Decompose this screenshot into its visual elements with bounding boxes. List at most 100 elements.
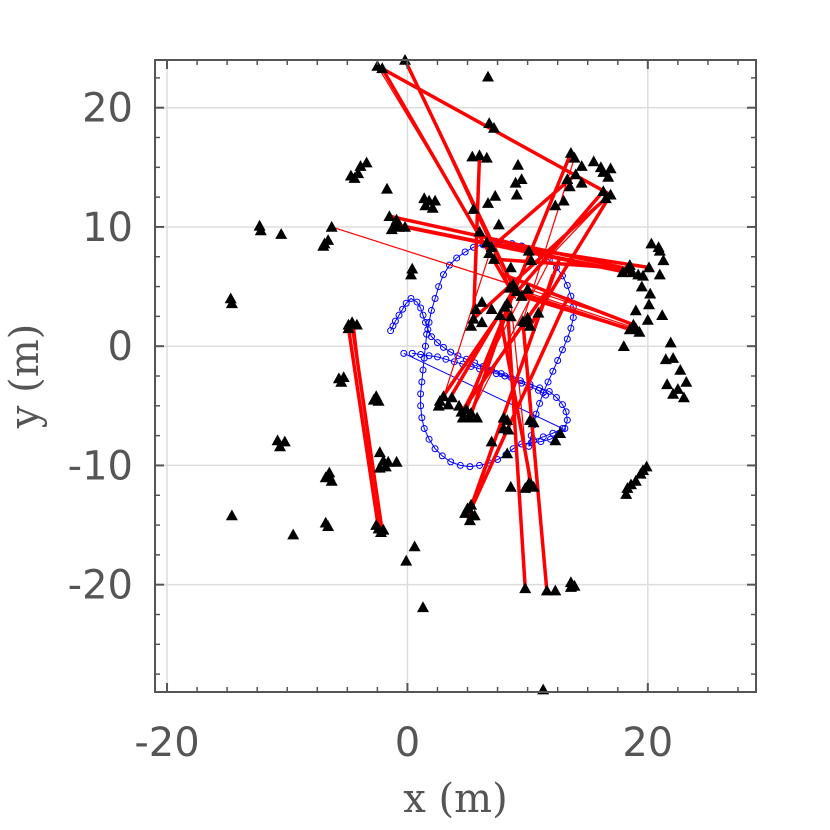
landmark-marker	[504, 480, 517, 492]
landmark-marker	[503, 281, 516, 293]
y-tick-label: 0	[108, 324, 133, 370]
association-line	[353, 326, 378, 526]
association-line	[331, 226, 519, 288]
trajectory-point	[439, 271, 447, 279]
landmark-marker	[653, 268, 666, 280]
landmark-marker	[354, 160, 367, 171]
association-line	[442, 246, 493, 399]
landmark-marker	[532, 306, 545, 318]
landmark-marker	[494, 309, 506, 320]
landmark-marker	[417, 601, 429, 613]
landmark-marker	[350, 318, 363, 330]
trajectory-point	[400, 349, 408, 357]
association-line	[350, 322, 384, 533]
trajectory-point	[549, 367, 557, 375]
trajectory-point	[433, 339, 441, 347]
trajectory-point	[425, 435, 433, 443]
landmark-marker	[575, 160, 588, 171]
landmark-marker	[641, 314, 654, 325]
landmark-marker	[445, 391, 458, 403]
landmark-marker	[549, 199, 562, 211]
landmark-marker	[643, 298, 655, 310]
landmark-marker	[637, 269, 649, 281]
landmark-marker	[325, 220, 338, 232]
landmark-marker	[473, 225, 486, 237]
landmark-marker	[604, 162, 617, 174]
landmark-marker	[400, 554, 413, 566]
association-line	[505, 189, 606, 306]
trajectory-point	[424, 325, 432, 333]
landmark-marker	[680, 376, 693, 387]
trajectory-point	[536, 399, 544, 407]
trajectory-point	[413, 298, 421, 306]
landmark-marker	[370, 519, 383, 530]
association-line	[492, 257, 630, 271]
landmark-marker	[442, 398, 455, 410]
landmark-marker	[467, 312, 480, 324]
landmark-marker	[465, 407, 478, 418]
trajectory-point	[542, 391, 550, 399]
x-tick-label: -20	[134, 720, 199, 766]
landmark-marker	[485, 435, 498, 447]
trajectory-point	[425, 352, 433, 360]
trajectory-point	[532, 410, 540, 418]
landmark-marker	[348, 172, 361, 183]
trajectory-point	[453, 254, 461, 262]
landmark-marker	[510, 188, 523, 200]
trajectory-point	[544, 378, 552, 386]
association-line	[470, 256, 553, 414]
trajectory-point	[439, 343, 447, 351]
landmark-marker	[456, 411, 469, 423]
association-line	[498, 313, 533, 487]
landmark-marker	[653, 244, 666, 256]
landmark-marker	[475, 296, 488, 307]
landmark-marker	[644, 287, 657, 299]
trajectory-point	[461, 248, 469, 256]
trajectory-point	[476, 461, 484, 469]
landmark-marker	[406, 262, 419, 274]
landmark-marker	[468, 509, 481, 521]
landmark-marker	[664, 336, 677, 348]
landmark-marker	[488, 253, 500, 264]
x-tick-label: 0	[395, 720, 420, 766]
landmark-marker	[519, 316, 532, 328]
association-line	[438, 305, 507, 403]
landmark-marker	[659, 353, 672, 365]
trajectory-point	[539, 433, 547, 441]
landmark-marker	[616, 266, 629, 278]
landmark-marker	[561, 173, 574, 184]
landmark-marker	[482, 70, 494, 82]
landmark-marker	[419, 199, 432, 211]
x-tick-label: 20	[622, 720, 673, 766]
landmark-marker	[376, 62, 389, 74]
association-line	[519, 294, 642, 334]
trajectory-point	[419, 366, 427, 374]
landmark-marker	[405, 268, 417, 280]
landmark-marker	[377, 523, 390, 535]
trajectory-point	[427, 306, 435, 314]
trajectory-point	[391, 317, 399, 325]
trajectory-point	[433, 353, 441, 361]
trajectory-point	[395, 311, 403, 319]
landmark-marker	[225, 509, 238, 521]
trajectory-point	[534, 386, 542, 394]
trajectory-point	[407, 294, 415, 302]
association-lines-layer	[331, 58, 651, 593]
landmark-marker	[342, 322, 355, 334]
landmark-marker	[634, 467, 647, 479]
trajectory-path	[390, 241, 574, 468]
trajectory-point	[563, 281, 571, 289]
trajectory-point	[567, 324, 575, 332]
landmark-marker	[385, 223, 398, 235]
trajectory-point	[399, 305, 407, 313]
landmark-marker	[381, 182, 393, 194]
trajectory-point	[417, 351, 425, 359]
landmark-marker	[522, 244, 535, 256]
landmark-marker	[521, 283, 534, 294]
landmark-marker	[629, 304, 642, 316]
trajectory-point	[447, 458, 455, 466]
trajectory-point	[425, 318, 433, 326]
landmark-marker	[661, 378, 674, 390]
landmark-marker	[502, 423, 515, 435]
